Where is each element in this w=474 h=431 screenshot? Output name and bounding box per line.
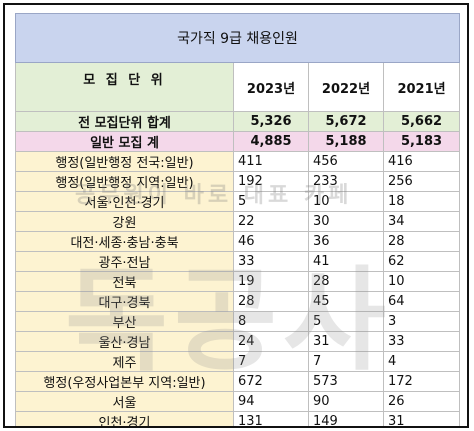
table-row: 제주 7 7 4 [15,351,461,372]
row-label: 서울 [15,391,234,412]
row-label: 광주·전남 [15,251,234,272]
row-label: 대전·세종·충남·충북 [15,231,234,252]
row-value: 62 [382,251,461,272]
table-title: 국가직 9급 채용인원 [14,13,461,63]
row-label: 대구·경북 [15,291,234,312]
row-value: 7 [308,351,384,372]
row-value: 172 [382,371,461,392]
row-value: 34 [382,211,461,232]
table-row: 인천·경기 131 149 31 [15,411,461,426]
table-row: 광주·전남 33 41 62 [15,251,461,272]
table-row: 행정(일반행정 지역:일반) 192 233 256 [15,171,461,192]
row-value: 256 [382,171,461,192]
row-label: 행정(우정사업본부 지역:일반) [15,371,234,392]
row-value: 233 [308,171,384,192]
row-value: 192 [233,171,309,192]
row-value: 41 [308,251,384,272]
row-value: 18 [382,191,461,212]
general-row: 일반 모집 계 4,885 5,188 5,183 [15,131,461,152]
row-value: 672 [233,371,309,392]
row-value: 64 [382,291,461,312]
row-value: 22 [233,211,309,232]
row-value: 10 [382,271,461,292]
row-label: 부산 [15,311,234,332]
row-value: 8 [233,311,309,332]
row-label: 울산·경남 [15,331,234,352]
row-value: 33 [233,251,309,272]
row-value: 456 [308,151,384,172]
total-value: 5,662 [382,111,461,132]
table-row: 전북 19 28 10 [15,271,461,292]
row-value: 10 [308,191,384,212]
row-label: 행정(일반행정 전국:일반) [15,151,234,172]
row-value: 24 [233,331,309,352]
general-value: 5,183 [382,131,461,152]
row-value: 28 [233,291,309,312]
year-header-2021: 2021년 [382,62,461,112]
total-value: 5,672 [308,111,384,132]
row-value: 7 [233,351,309,372]
table-row: 서울 94 90 26 [15,391,461,412]
table-row: 서울·인천·경기 5 10 18 [15,191,461,212]
row-label: 전북 [15,271,234,292]
general-value: 4,885 [233,131,309,152]
row-value: 46 [233,231,309,252]
row-value: 416 [382,151,461,172]
row-label: 행정(일반행정 지역:일반) [15,171,234,192]
row-value: 94 [233,391,309,412]
year-header-2022: 2022년 [308,62,384,112]
total-value: 5,326 [233,111,309,132]
row-value: 19 [233,271,309,292]
table-row: 행정(우정사업본부 지역:일반) 672 573 172 [15,371,461,392]
row-value: 573 [308,371,384,392]
unit-header: 모 집 단 위 [15,62,234,112]
row-value: 3 [382,311,461,332]
row-label: 인천·경기 [15,411,234,426]
row-value: 33 [382,331,461,352]
row-value: 30 [308,211,384,232]
general-label: 일반 모집 계 [15,131,234,152]
row-value: 45 [308,291,384,312]
table-row: 강원 22 30 34 [15,211,461,232]
year-header-2023: 2023년 [233,62,309,112]
row-value: 131 [233,411,309,426]
table-row: 부산 8 5 3 [15,311,461,332]
title-row: 국가직 9급 채용인원 [14,13,461,63]
general-value: 5,188 [308,131,384,152]
table-row: 울산·경남 24 31 33 [15,331,461,352]
row-value: 90 [308,391,384,412]
table-row: 행정(일반행정 전국:일반) 411 456 416 [15,151,461,172]
row-label: 강원 [15,211,234,232]
total-label: 전 모집단위 합계 [15,111,234,132]
row-value: 31 [308,331,384,352]
row-value: 4 [382,351,461,372]
row-value: 31 [382,411,461,426]
row-value: 26 [382,391,461,412]
total-row: 전 모집단위 합계 5,326 5,672 5,662 [15,111,461,132]
row-value: 28 [382,231,461,252]
row-value: 28 [308,271,384,292]
row-value: 5 [308,311,384,332]
recruitment-table: 국가직 9급 채용인원 모 집 단 위 2023년 2022년 2021년 전 … [14,13,461,426]
row-value: 5 [233,191,309,212]
header-row: 모 집 단 위 2023년 2022년 2021년 [15,62,461,112]
row-label: 서울·인천·경기 [15,191,234,212]
table-row: 대전·세종·충남·충북 46 36 28 [15,231,461,252]
document-frame: 국가직 9급 채용인원 모 집 단 위 2023년 2022년 2021년 전 … [3,3,469,428]
row-value: 411 [233,151,309,172]
table-row: 대구·경북 28 45 64 [15,291,461,312]
row-value: 36 [308,231,384,252]
row-value: 149 [308,411,384,426]
row-label: 제주 [15,351,234,372]
